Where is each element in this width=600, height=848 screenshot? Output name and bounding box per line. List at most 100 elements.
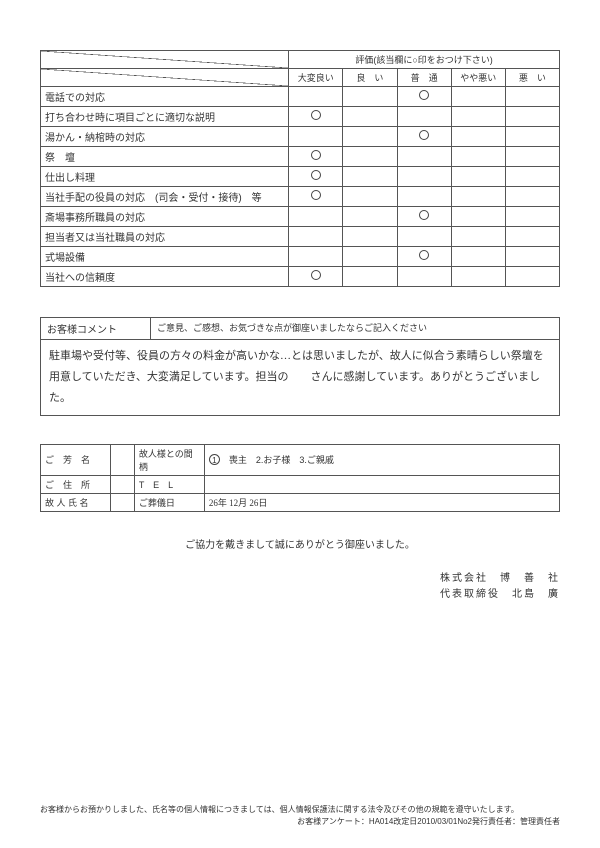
circle-mark bbox=[419, 210, 429, 220]
eval-cell-2-0 bbox=[289, 127, 343, 147]
footer-line2: お客様アンケート：HA014改定日2010/03/01No2発行責任者：管理責任… bbox=[40, 816, 560, 828]
eval-cell-2-3 bbox=[451, 127, 505, 147]
circle-mark bbox=[311, 270, 321, 280]
addr-value bbox=[111, 475, 135, 493]
eval-row-label-9: 当社への信頼度 bbox=[41, 267, 289, 287]
eval-cell-0-3 bbox=[451, 87, 505, 107]
deceased-value bbox=[111, 493, 135, 511]
eval-header-title: 評価(該当欄に○印をおつけ下さい) bbox=[289, 51, 560, 69]
eval-cell-4-4 bbox=[505, 167, 559, 187]
eval-cell-3-4 bbox=[505, 147, 559, 167]
eval-cell-7-2 bbox=[397, 227, 451, 247]
relation-label: 故人様との間柄 bbox=[134, 444, 204, 475]
eval-cell-9-1 bbox=[343, 267, 397, 287]
eval-cell-5-0 bbox=[289, 187, 343, 207]
eval-cell-7-4 bbox=[505, 227, 559, 247]
circle-mark bbox=[311, 150, 321, 160]
eval-col-1: 良 い bbox=[343, 69, 397, 87]
funeral-date-label: ご葬儀日 bbox=[134, 493, 204, 511]
tel-value bbox=[204, 475, 559, 493]
eval-cell-9-2 bbox=[397, 267, 451, 287]
circle-mark bbox=[311, 170, 321, 180]
eval-col-3: やや悪い bbox=[451, 69, 505, 87]
funeral-date-value: 26年 12月 26日 bbox=[204, 493, 559, 511]
eval-diag-cell2 bbox=[41, 69, 289, 87]
eval-cell-3-1 bbox=[343, 147, 397, 167]
eval-cell-9-0 bbox=[289, 267, 343, 287]
circle-mark bbox=[419, 250, 429, 260]
company-line2: 代表取締役 北島 廣 bbox=[40, 587, 560, 603]
eval-cell-1-1 bbox=[343, 107, 397, 127]
comment-hint: ご意見、ご感想、お気づきな点が御座いましたならご記入ください bbox=[151, 318, 559, 339]
eval-cell-2-2 bbox=[397, 127, 451, 147]
eval-cell-7-1 bbox=[343, 227, 397, 247]
relation-options-text: 喪主 2.お子様 3.ご親戚 bbox=[220, 455, 334, 465]
eval-cell-6-2 bbox=[397, 207, 451, 227]
evaluation-table: 評価(該当欄に○印をおつけ下さい) 大変良い良 い普 通やや悪い悪 い 電話での… bbox=[40, 50, 560, 287]
eval-cell-5-1 bbox=[343, 187, 397, 207]
circle-mark bbox=[419, 130, 429, 140]
eval-row-label-3: 祭 壇 bbox=[41, 147, 289, 167]
eval-cell-9-4 bbox=[505, 267, 559, 287]
eval-cell-3-3 bbox=[451, 147, 505, 167]
eval-cell-8-1 bbox=[343, 247, 397, 267]
eval-row-label-2: 湯かん・納棺時の対応 bbox=[41, 127, 289, 147]
eval-cell-5-3 bbox=[451, 187, 505, 207]
eval-cell-4-1 bbox=[343, 167, 397, 187]
eval-cell-2-4 bbox=[505, 127, 559, 147]
eval-row-label-6: 斎場事務所職員の対応 bbox=[41, 207, 289, 227]
footer-line1: お客様からお預かりしました、氏名等の個人情報につきましては、個人情報保護法に関す… bbox=[40, 804, 560, 816]
name-label: ご 芳 名 bbox=[41, 444, 111, 475]
eval-cell-5-2 bbox=[397, 187, 451, 207]
eval-cell-6-0 bbox=[289, 207, 343, 227]
circle-mark bbox=[311, 190, 321, 200]
eval-row-label-0: 電話での対応 bbox=[41, 87, 289, 107]
eval-cell-4-3 bbox=[451, 167, 505, 187]
eval-row-label-7: 担当者又は当社職員の対応 bbox=[41, 227, 289, 247]
eval-cell-0-2 bbox=[397, 87, 451, 107]
eval-cell-5-4 bbox=[505, 187, 559, 207]
eval-cell-0-0 bbox=[289, 87, 343, 107]
circle-mark bbox=[311, 110, 321, 120]
company-line1: 株式会社 博 善 社 bbox=[40, 571, 560, 587]
eval-cell-4-0 bbox=[289, 167, 343, 187]
tel-label: T E L bbox=[134, 475, 204, 493]
eval-cell-8-0 bbox=[289, 247, 343, 267]
eval-col-2: 普 通 bbox=[397, 69, 451, 87]
eval-col-4: 悪 い bbox=[505, 69, 559, 87]
eval-cell-0-4 bbox=[505, 87, 559, 107]
info-table: ご 芳 名 故人様との間柄 1 喪主 2.お子様 3.ご親戚 ご 住 所 T E… bbox=[40, 444, 560, 512]
eval-row-label-4: 仕出し料理 bbox=[41, 167, 289, 187]
addr-label: ご 住 所 bbox=[41, 475, 111, 493]
circle-mark bbox=[419, 90, 429, 100]
comment-text: 駐車場や受付等、役員の方々の料金が高いかな…とは思いましたが、故人に似合う素晴ら… bbox=[41, 340, 559, 415]
comment-box: お客様コメント ご意見、ご感想、お気づきな点が御座いましたならご記入ください 駐… bbox=[40, 317, 560, 416]
eval-cell-9-3 bbox=[451, 267, 505, 287]
eval-cell-6-1 bbox=[343, 207, 397, 227]
comment-label: お客様コメント bbox=[41, 318, 151, 339]
company-block: 株式会社 博 善 社 代表取締役 北島 廣 bbox=[40, 571, 560, 603]
eval-cell-3-0 bbox=[289, 147, 343, 167]
eval-cell-1-4 bbox=[505, 107, 559, 127]
eval-col-0: 大変良い bbox=[289, 69, 343, 87]
eval-row-label-1: 打ち合わせ時に項目ごとに適切な説明 bbox=[41, 107, 289, 127]
eval-row-label-5: 当社手配の役員の対応 (司会・受付・接待) 等 bbox=[41, 187, 289, 207]
eval-cell-8-4 bbox=[505, 247, 559, 267]
eval-cell-6-4 bbox=[505, 207, 559, 227]
eval-cell-4-2 bbox=[397, 167, 451, 187]
eval-cell-6-3 bbox=[451, 207, 505, 227]
eval-row-label-8: 式場設備 bbox=[41, 247, 289, 267]
name-value bbox=[111, 444, 135, 475]
footer-block: お客様からお預かりしました、氏名等の個人情報につきましては、個人情報保護法に関す… bbox=[40, 804, 560, 828]
eval-cell-1-3 bbox=[451, 107, 505, 127]
deceased-label: 故 人 氏 名 bbox=[41, 493, 111, 511]
eval-cell-8-2 bbox=[397, 247, 451, 267]
eval-cell-1-0 bbox=[289, 107, 343, 127]
eval-cell-0-1 bbox=[343, 87, 397, 107]
eval-cell-7-3 bbox=[451, 227, 505, 247]
relation-options: 1 喪主 2.お子様 3.ご親戚 bbox=[204, 444, 559, 475]
thanks-text: ご協力を戴きまして誠にありがとう御座いました。 bbox=[40, 536, 560, 551]
eval-cell-3-2 bbox=[397, 147, 451, 167]
eval-cell-2-1 bbox=[343, 127, 397, 147]
eval-cell-1-2 bbox=[397, 107, 451, 127]
